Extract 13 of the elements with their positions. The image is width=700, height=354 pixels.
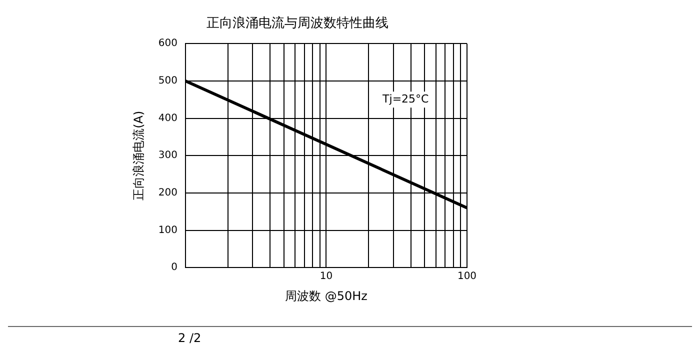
y-tick-label: 200 — [158, 188, 178, 199]
chart-title: 正向浪涌电流与周波数特性曲线 — [206, 15, 388, 32]
y-tick-label: 0 — [171, 262, 178, 274]
y-tick-label: 600 — [158, 38, 178, 50]
annotation: Tj=25°C — [382, 92, 430, 106]
y-axis-title: 正向浪涌电流(A) — [131, 110, 146, 200]
x-tick-label: 10 — [320, 271, 333, 282]
y-tick-label: 100 — [158, 224, 178, 236]
y-tick-label: 500 — [158, 76, 178, 87]
y-tick-label: 300 — [158, 150, 178, 162]
text: 2 /2 — [177, 331, 202, 345]
x-axis-title: 周波数 @50Hz — [285, 288, 368, 303]
y-tick-label: 400 — [158, 112, 178, 124]
